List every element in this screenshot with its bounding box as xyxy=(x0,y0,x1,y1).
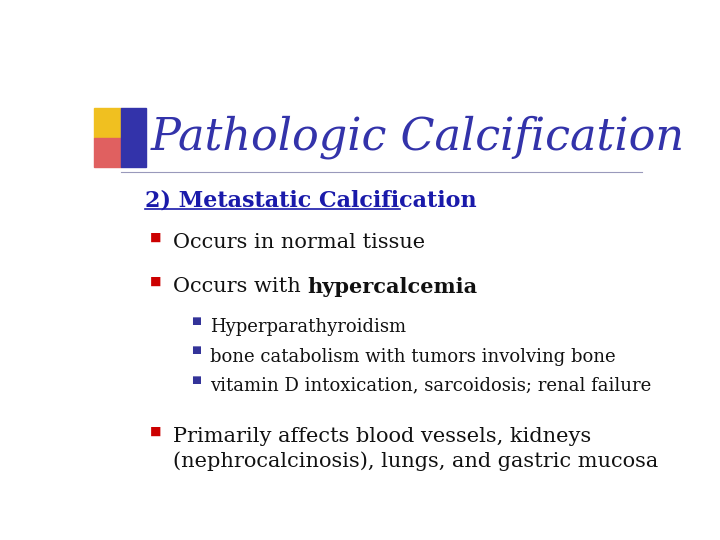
Bar xyxy=(94,138,121,167)
Text: ■: ■ xyxy=(150,424,161,437)
Text: 2) Metastatic Calcification: 2) Metastatic Calcification xyxy=(145,190,477,212)
Text: Pathologic Calcification: Pathologic Calcification xyxy=(150,116,684,159)
Text: Occurs with: Occurs with xyxy=(173,277,307,296)
Text: Primarily affects blood vessels, kidneys
(nephrocalcinosis), lungs, and gastric : Primarily affects blood vessels, kidneys… xyxy=(173,427,658,471)
Text: ■: ■ xyxy=(191,316,201,326)
Bar xyxy=(121,109,145,167)
Bar xyxy=(94,109,121,138)
Text: ■: ■ xyxy=(191,375,201,384)
Text: hypercalcemia: hypercalcemia xyxy=(307,277,477,297)
Text: vitamin D intoxication, sarcoidosis; renal failure: vitamin D intoxication, sarcoidosis; ren… xyxy=(210,377,651,395)
Text: ■: ■ xyxy=(150,275,161,288)
Text: ■: ■ xyxy=(150,231,161,244)
Text: Occurs in normal tissue: Occurs in normal tissue xyxy=(173,233,425,252)
Text: bone catabolism with tumors involving bone: bone catabolism with tumors involving bo… xyxy=(210,348,616,366)
Text: ■: ■ xyxy=(191,346,201,355)
Text: Hyperparathyroidism: Hyperparathyroidism xyxy=(210,319,406,336)
